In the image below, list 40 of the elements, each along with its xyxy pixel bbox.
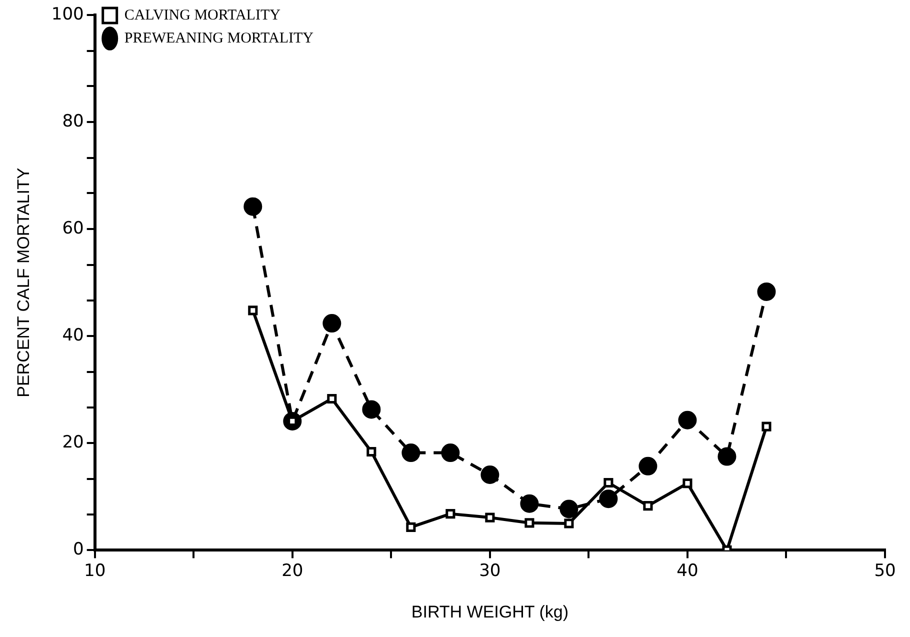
point [604,478,614,488]
x-tick-label: 10 [84,560,106,581]
point [322,314,342,333]
point [362,400,381,419]
point [480,465,500,484]
y-tick-label: 0 [73,540,84,560]
y-tick-label: 40 [62,326,84,346]
point [244,197,262,216]
legend-label: CALVING MORTALITY [124,7,281,24]
legend-label: PREWEANING MORTALITY [124,30,314,46]
x-tick-label: 30 [479,560,501,581]
point [524,518,534,528]
point [441,444,460,462]
point [678,410,697,430]
point [718,447,736,466]
point [643,500,653,511]
x-axis-title: BIRTH WEIGHT (kg) [411,602,568,622]
y-tick-label: 60 [62,218,84,238]
point [446,509,456,519]
point [248,306,258,316]
point [366,446,376,457]
point [406,522,416,532]
point [638,456,658,476]
y-tick-label: 20 [62,432,84,453]
y-axis-title: PERCENT CALF MORTALITY [14,168,33,398]
x-tick-label: 40 [676,560,698,581]
x-tick-label: 20 [282,560,304,581]
point [762,422,772,432]
point [599,490,618,508]
point [560,500,578,518]
point [757,282,776,301]
point [682,478,692,488]
point [485,512,495,522]
point [327,394,337,404]
point [564,518,574,528]
point [402,444,420,462]
y-tick-label: 80 [62,111,84,132]
y-tick-label: 100 [51,4,84,24]
point [520,494,539,513]
x-tick-label: 50 [874,560,896,581]
